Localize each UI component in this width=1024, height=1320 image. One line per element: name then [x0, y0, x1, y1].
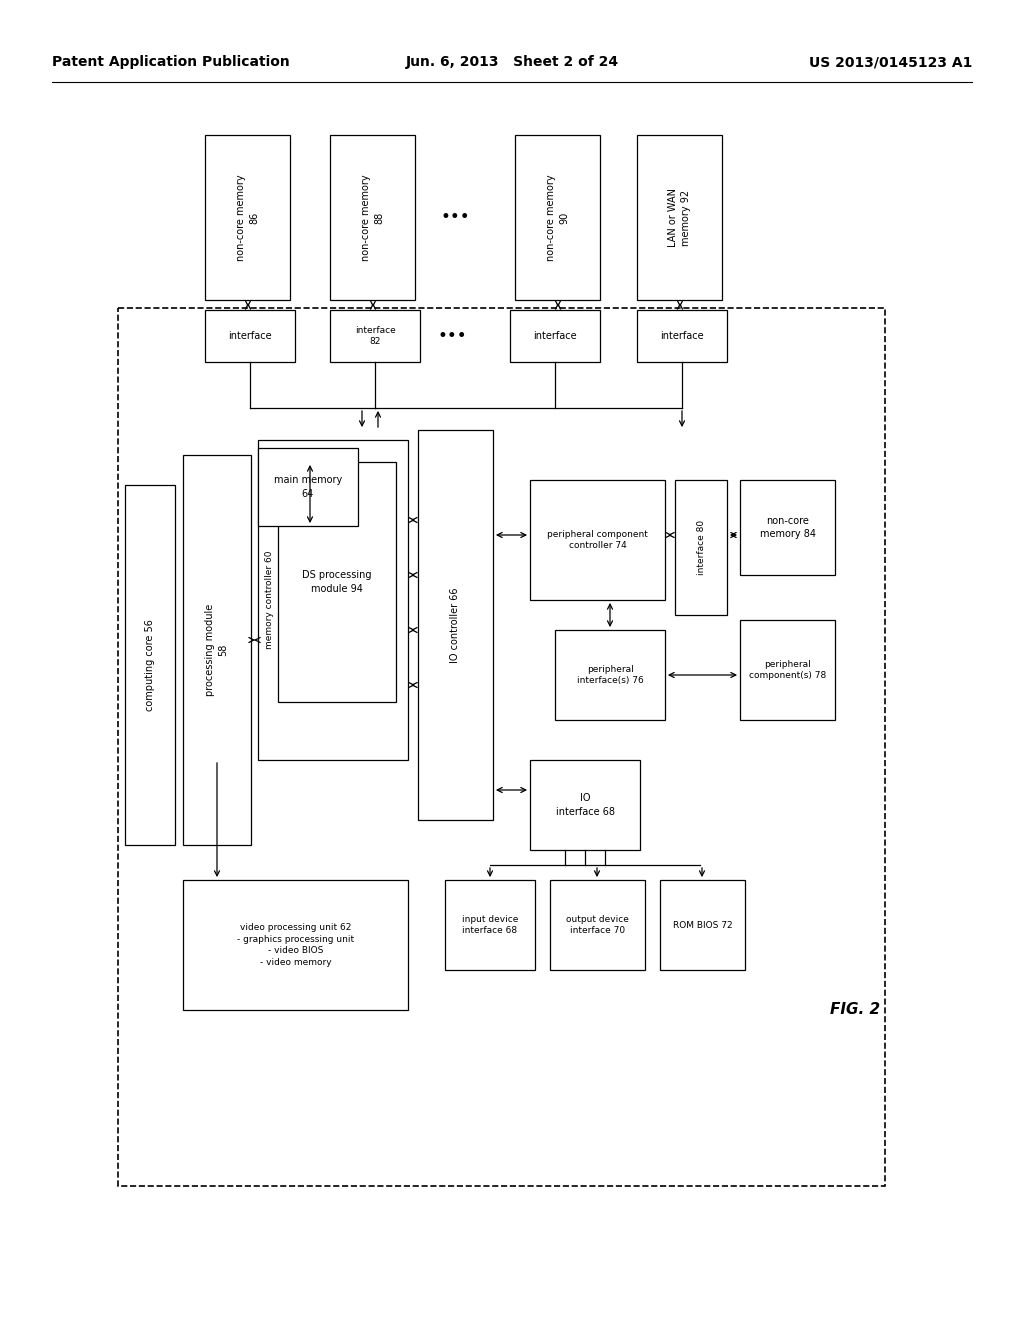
Text: memory controller 60: memory controller 60: [265, 550, 274, 649]
Text: video processing unit 62
- graphics processing unit
- video BIOS
- video memory: video processing unit 62 - graphics proc…: [237, 923, 354, 968]
Text: peripheral
interface(s) 76: peripheral interface(s) 76: [577, 664, 643, 685]
Bar: [118, 308, 885, 1185]
Text: interface: interface: [660, 331, 703, 341]
Text: interface 80: interface 80: [696, 520, 706, 576]
Bar: [278, 462, 396, 702]
Text: peripheral
component(s) 78: peripheral component(s) 78: [749, 660, 826, 680]
Text: interface: interface: [228, 331, 271, 341]
Text: peripheral component
controller 74: peripheral component controller 74: [547, 529, 648, 550]
Text: input device
interface 68: input device interface 68: [462, 915, 518, 936]
Bar: [205, 310, 295, 362]
Bar: [515, 135, 600, 300]
Text: interface
82: interface 82: [354, 326, 395, 346]
Text: LAN or WAN
memory 92: LAN or WAN memory 92: [668, 187, 691, 247]
Bar: [637, 135, 722, 300]
Text: non-core memory
90: non-core memory 90: [546, 174, 569, 261]
Bar: [258, 447, 358, 525]
Bar: [418, 430, 493, 820]
Bar: [740, 480, 835, 576]
Text: DS processing
module 94: DS processing module 94: [302, 570, 372, 594]
Text: US 2013/0145123 A1: US 2013/0145123 A1: [809, 55, 972, 69]
Text: •••: •••: [437, 327, 467, 345]
Bar: [530, 760, 640, 850]
Bar: [125, 484, 175, 845]
Bar: [740, 620, 835, 719]
Bar: [530, 480, 665, 601]
Bar: [205, 135, 290, 300]
Text: non-core memory
86: non-core memory 86: [236, 174, 259, 261]
Bar: [637, 310, 727, 362]
Bar: [183, 455, 251, 845]
Text: main memory
64: main memory 64: [273, 475, 342, 499]
Text: •••: •••: [440, 209, 470, 227]
Text: IO
interface 68: IO interface 68: [555, 793, 614, 817]
Text: non-core
memory 84: non-core memory 84: [760, 516, 815, 539]
Text: interface: interface: [534, 331, 577, 341]
Bar: [555, 630, 665, 719]
Text: FIG. 2: FIG. 2: [829, 1002, 880, 1018]
Bar: [660, 880, 745, 970]
Text: processing module
58: processing module 58: [206, 603, 228, 696]
Bar: [330, 310, 420, 362]
Text: computing core 56: computing core 56: [145, 619, 155, 711]
Bar: [445, 880, 535, 970]
Bar: [550, 880, 645, 970]
Text: Jun. 6, 2013   Sheet 2 of 24: Jun. 6, 2013 Sheet 2 of 24: [406, 55, 618, 69]
Text: Patent Application Publication: Patent Application Publication: [52, 55, 290, 69]
Bar: [258, 440, 408, 760]
Text: output device
interface 70: output device interface 70: [566, 915, 629, 936]
Bar: [183, 880, 408, 1010]
Text: ROM BIOS 72: ROM BIOS 72: [673, 920, 732, 929]
Bar: [330, 135, 415, 300]
Bar: [510, 310, 600, 362]
Bar: [675, 480, 727, 615]
Text: IO controller 66: IO controller 66: [451, 587, 461, 663]
Text: non-core memory
88: non-core memory 88: [360, 174, 384, 261]
